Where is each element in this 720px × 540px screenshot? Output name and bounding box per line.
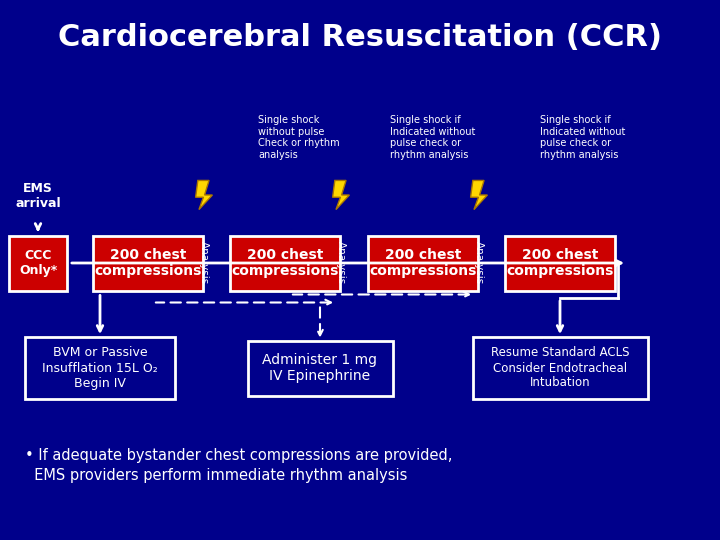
FancyBboxPatch shape	[248, 341, 392, 395]
Polygon shape	[333, 180, 349, 210]
FancyBboxPatch shape	[368, 235, 478, 291]
Text: CCC
Only*: CCC Only*	[19, 249, 57, 277]
Text: EMS
arrival: EMS arrival	[15, 182, 60, 210]
FancyBboxPatch shape	[9, 235, 67, 291]
Text: Single shock if
Indicated without
pulse check or
rhythm analysis: Single shock if Indicated without pulse …	[540, 115, 626, 160]
FancyBboxPatch shape	[93, 235, 203, 291]
Text: • If adequate bystander chest compressions are provided,: • If adequate bystander chest compressio…	[25, 448, 452, 463]
Polygon shape	[471, 180, 487, 210]
FancyBboxPatch shape	[472, 337, 647, 399]
FancyBboxPatch shape	[25, 337, 175, 399]
Text: Analysis: Analysis	[336, 241, 346, 285]
Text: BVM or Passive
Insufflation 15L O₂
Begin IV: BVM or Passive Insufflation 15L O₂ Begin…	[42, 347, 158, 389]
Polygon shape	[196, 180, 212, 210]
Text: 200 chest
compressions: 200 chest compressions	[506, 248, 613, 278]
Text: 200 chest
compressions: 200 chest compressions	[369, 248, 477, 278]
Text: Resume Standard ACLS
Consider Endotracheal
Intubation: Resume Standard ACLS Consider Endotrache…	[491, 347, 629, 389]
Text: EMS providers perform immediate rhythm analysis: EMS providers perform immediate rhythm a…	[25, 468, 408, 483]
Text: Analysis: Analysis	[474, 241, 484, 285]
FancyBboxPatch shape	[505, 235, 615, 291]
FancyBboxPatch shape	[230, 235, 340, 291]
Text: 200 chest
compressions: 200 chest compressions	[94, 248, 202, 278]
Text: Analysis: Analysis	[199, 241, 209, 285]
Text: Single shock
without pulse
Check or rhythm
analysis: Single shock without pulse Check or rhyt…	[258, 115, 340, 160]
Text: 200 chest
compressions: 200 chest compressions	[231, 248, 338, 278]
Text: Cardiocerebral Resuscitation (CCR): Cardiocerebral Resuscitation (CCR)	[58, 24, 662, 52]
Text: Administer 1 mg
IV Epinephrine: Administer 1 mg IV Epinephrine	[263, 353, 377, 383]
Text: Single shock if
Indicated without
pulse check or
rhythm analysis: Single shock if Indicated without pulse …	[390, 115, 475, 160]
